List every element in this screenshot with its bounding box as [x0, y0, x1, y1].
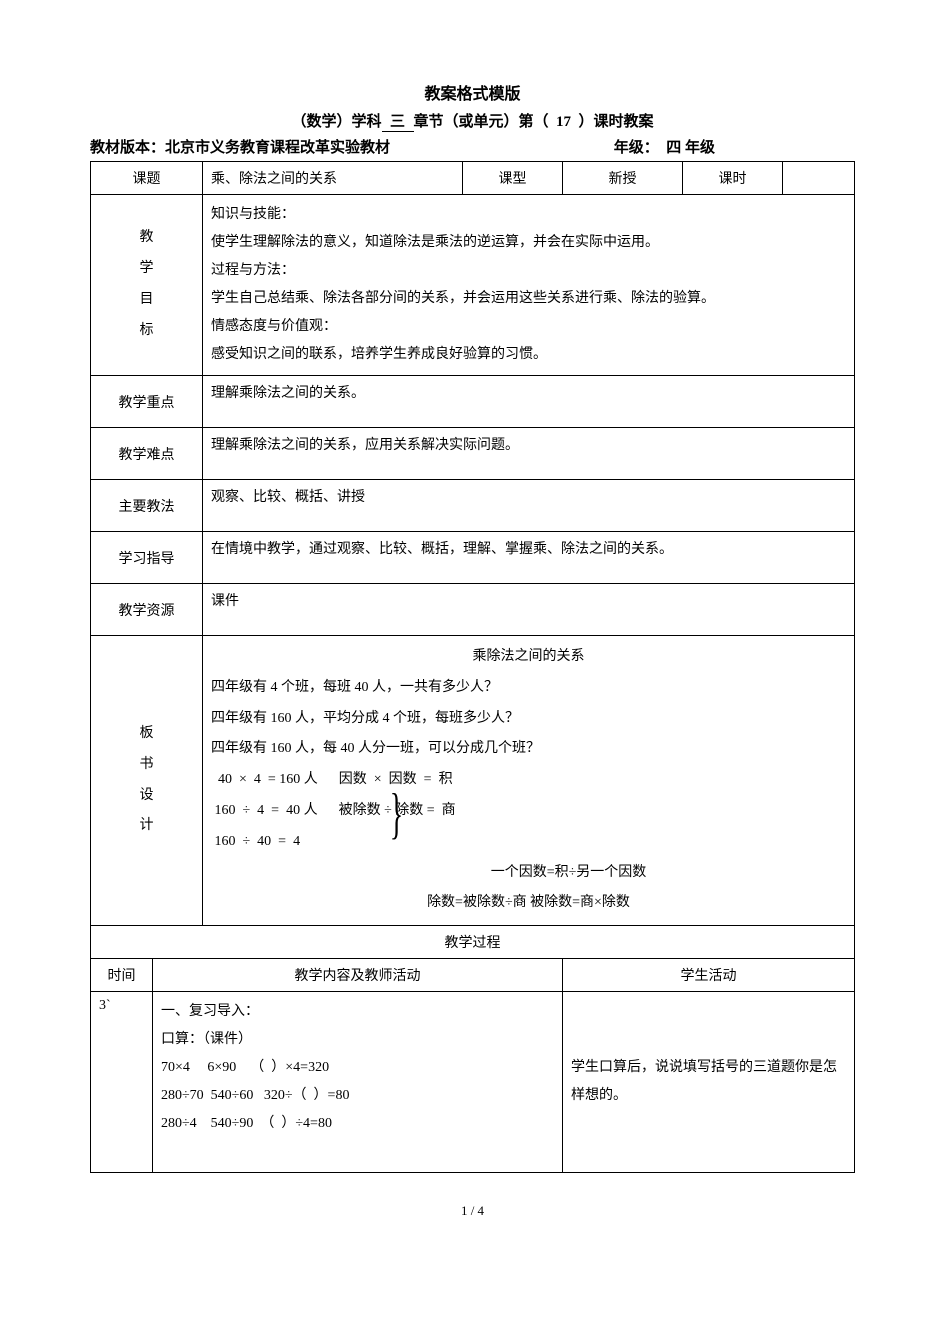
resource-label: 教学资源: [91, 584, 203, 636]
activity-line: 280÷4 540÷90 （ ）÷4=80: [161, 1110, 554, 1138]
obj-line: 过程与方法：: [211, 257, 846, 285]
subject-close: ）学科: [336, 114, 381, 130]
table-row: 课题 乘、除法之间的关系 课型 新授 课时: [91, 162, 855, 195]
topic-value: 乘、除法之间的关系: [203, 162, 463, 195]
difficulty-label: 教学难点: [91, 428, 203, 480]
grade-value: 四 年级: [666, 140, 715, 156]
table-row: 教学难点 理解乘除法之间的关系，应用关系解决实际问题。: [91, 428, 855, 480]
brace-icon: }: [390, 786, 403, 842]
keypoint-value: 理解乘除法之间的关系。: [203, 376, 855, 428]
table-row: 主要教法 观察、比较、概括、讲授: [91, 480, 855, 532]
table-row: 学习指导 在情境中教学，通过观察、比较、概括，理解、掌握乘、除法之间的关系。: [91, 532, 855, 584]
obj-line: 情感态度与价值观：: [211, 313, 846, 341]
obj-line: 学生自己总结乘、除法各部分间的关系，并会运用这些关系进行乘、除法的验算。: [211, 285, 846, 313]
lesson-number: 17: [556, 114, 571, 130]
board-label: 板书设计: [91, 636, 203, 926]
board-line: 四年级有 4 个班，每班 40 人，一共有多少人？: [211, 673, 846, 704]
method-value: 观察、比较、概括、讲授: [203, 480, 855, 532]
student-activity: 学生口算后，说说填写括号的三道题你是怎样想的。: [563, 992, 855, 1173]
type-label: 课型: [463, 162, 563, 195]
keypoint-label: 教学重点: [91, 376, 203, 428]
type-value: 新授: [563, 162, 683, 195]
table-row: 3` 一、复习导入： 口算：（课件） 70×4 6×90 （ ）×4=320 2…: [91, 992, 855, 1173]
student-line: 学生口算后，说说填写括号的三道题你是怎样想的。: [571, 1054, 846, 1110]
grade-label: 年级：: [614, 140, 659, 156]
method-label: 主要教法: [91, 480, 203, 532]
difficulty-value: 理解乘除法之间的关系，应用关系解决实际问题。: [203, 428, 855, 480]
objectives-content: 知识与技能： 使学生理解除法的意义，知道除法是乘法的逆运算，并会在实际中运用。 …: [203, 195, 855, 376]
obj-line: 感受知识之间的联系，培养学生养成良好验算的习惯。: [211, 341, 846, 369]
meta-line: 教材版本：北京市义务教育课程改革实验教材 年级： 四 年级: [90, 136, 855, 157]
col-teacher: 教学内容及教师活动: [153, 959, 563, 992]
board-equation: 160 ÷ 40 = 4: [211, 827, 846, 858]
board-line: 四年级有 160 人，平均分成 4 个班，每班多少人？: [211, 704, 846, 735]
resource-value: 课件: [203, 584, 855, 636]
time-cell: 3`: [91, 992, 153, 1173]
board-content: 乘除法之间的关系 四年级有 4 个班，每班 40 人，一共有多少人？ 四年级有 …: [203, 636, 855, 926]
chapter-value: 三: [382, 110, 414, 132]
obj-line: 知识与技能：: [211, 201, 846, 229]
lesson-plan-table: 课题 乘、除法之间的关系 课型 新授 课时 教学目标 知识与技能： 使学生理解除…: [90, 161, 855, 1173]
period-label: 课时: [683, 162, 783, 195]
guide-value: 在情境中教学，通过观察、比较、概括，理解、掌握乘、除法之间的关系。: [203, 532, 855, 584]
board-equation: 160 ÷ 4 = 40 人 被除数 ÷ 除数 = 商}: [211, 796, 846, 827]
textbook-value: 北京市义务教育课程改革实验教材: [165, 140, 390, 156]
subject-value: 数学: [306, 114, 336, 130]
activity-line: 280÷70 540÷60 320÷（ ）=80: [161, 1082, 554, 1110]
table-row: 教学资源 课件: [91, 584, 855, 636]
lesson-suffix: ）课时教案: [579, 114, 654, 130]
guide-label: 学习指导: [91, 532, 203, 584]
board-formula: 一个因数=积÷另一个因数: [291, 858, 846, 889]
textbook-label: 教材版本：: [90, 140, 165, 156]
activity-line: 一、复习导入：: [161, 998, 554, 1026]
page-footer: 1 / 4: [90, 1203, 855, 1219]
doc-subtitle: （数学）学科三章节（或单元）第（ 17 ）课时教案: [90, 110, 855, 132]
board-formula: 除数=被除数÷商 被除数=商×除数: [211, 888, 846, 919]
process-header: 教学过程: [91, 926, 855, 959]
teacher-activity: 一、复习导入： 口算：（课件） 70×4 6×90 （ ）×4=320 280÷…: [153, 992, 563, 1173]
activity-line: 70×4 6×90 （ ）×4=320: [161, 1054, 554, 1082]
board-title: 乘除法之间的关系: [211, 642, 846, 673]
doc-main-title: 教案格式模版: [90, 80, 855, 104]
table-row: 板书设计 乘除法之间的关系 四年级有 4 个班，每班 40 人，一共有多少人？ …: [91, 636, 855, 926]
period-value: [783, 162, 855, 195]
table-row: 教学目标 知识与技能： 使学生理解除法的意义，知道除法是乘法的逆运算，并会在实际…: [91, 195, 855, 376]
topic-label: 课题: [91, 162, 203, 195]
board-line: 四年级有 160 人，每 40 人分一班，可以分成几个班？: [211, 734, 846, 765]
eq-text: 160 ÷ 4 = 40 人 被除数 ÷ 除数 = 商: [211, 803, 456, 818]
col-student: 学生活动: [563, 959, 855, 992]
subject-open: （: [291, 114, 306, 130]
board-equation: 40 × 4 = 160 人 因数 × 因数 = 积: [211, 765, 846, 796]
chapter-suffix: 章节（或单元）第（: [414, 114, 549, 130]
table-row: 教学重点 理解乘除法之间的关系。: [91, 376, 855, 428]
col-time: 时间: [91, 959, 153, 992]
table-row: 教学过程: [91, 926, 855, 959]
activity-line: 口算：（课件）: [161, 1026, 554, 1054]
objectives-label: 教学目标: [91, 195, 203, 376]
table-row: 时间 教学内容及教师活动 学生活动: [91, 959, 855, 992]
obj-line: 使学生理解除法的意义，知道除法是乘法的逆运算，并会在实际中运用。: [211, 229, 846, 257]
